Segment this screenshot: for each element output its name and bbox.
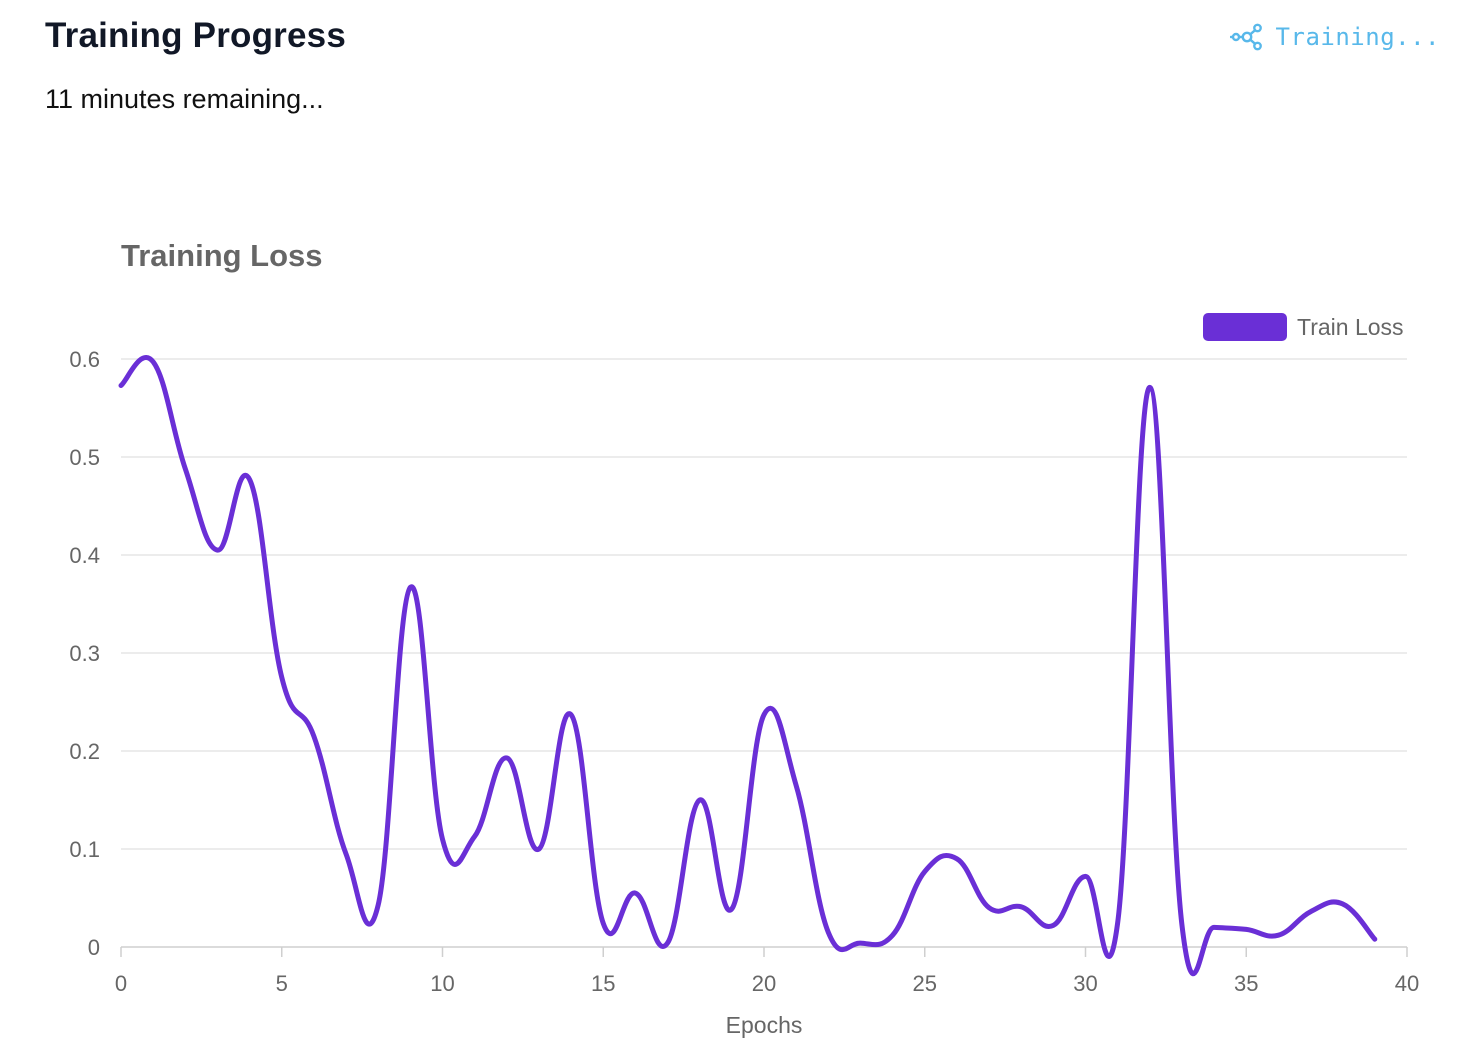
y-tick-label: 0.2 (69, 739, 100, 764)
data-point[interactable] (790, 779, 802, 791)
data-point[interactable] (179, 463, 191, 475)
data-point[interactable] (1305, 906, 1317, 918)
status-text: Training... (1275, 23, 1440, 51)
y-tick-label: 0.4 (69, 543, 100, 568)
data-point[interactable] (597, 917, 609, 929)
data-point[interactable] (629, 887, 641, 899)
axes: 0 0.1 0.2 0.3 0.4 0.5 0.6 0 5 10 15 20 25 30 35 40 (69, 347, 1419, 996)
x-axis-title: Epochs (726, 1012, 803, 1038)
data-point[interactable] (951, 853, 963, 865)
data-point[interactable] (1176, 919, 1188, 931)
data-point[interactable] (211, 544, 223, 556)
x-tick-label: 30 (1073, 971, 1097, 996)
data-point[interactable] (694, 794, 706, 806)
data-point[interactable] (919, 866, 931, 878)
x-tick-label: 15 (591, 971, 615, 996)
data-point[interactable] (1112, 917, 1124, 929)
data-point[interactable] (372, 899, 384, 911)
page-title: Training Progress (45, 16, 346, 55)
data-point[interactable] (822, 926, 834, 938)
data-point[interactable] (565, 709, 577, 721)
data-point[interactable] (1272, 929, 1284, 941)
series-line-train-loss (118, 355, 1378, 977)
x-tick-label: 5 (276, 971, 288, 996)
x-tick-label: 0 (115, 971, 127, 996)
chart-title: Training Loss (121, 238, 323, 273)
data-point[interactable] (726, 903, 738, 915)
data-point[interactable] (147, 356, 159, 368)
nodes-network-icon (1229, 22, 1264, 52)
x-tick-label: 10 (430, 971, 454, 996)
y-tick-label: 0.3 (69, 641, 100, 666)
y-tick-label: 0 (88, 935, 100, 960)
data-point[interactable] (1337, 898, 1349, 910)
data-point[interactable] (1369, 933, 1381, 945)
data-point[interactable] (758, 709, 770, 721)
data-point[interactable] (1015, 901, 1027, 913)
data-point[interactable] (1047, 919, 1059, 931)
y-tick-label: 0.6 (69, 347, 100, 372)
data-point[interactable] (244, 474, 256, 486)
data-point[interactable] (501, 752, 513, 764)
data-point[interactable] (854, 937, 866, 949)
legend-label[interactable]: Train Loss (1297, 314, 1404, 340)
training-status: Training... (1229, 22, 1440, 52)
data-point[interactable] (340, 848, 352, 860)
x-tick-label: 20 (752, 971, 776, 996)
data-point[interactable] (469, 830, 481, 842)
y-tick-label: 0.5 (69, 445, 100, 470)
y-tick-label: 0.1 (69, 837, 100, 862)
data-point[interactable] (533, 843, 545, 855)
x-tick-label: 35 (1234, 971, 1258, 996)
data-point[interactable] (1240, 923, 1252, 935)
data-point[interactable] (308, 730, 320, 742)
data-point[interactable] (662, 937, 674, 949)
data-point[interactable] (887, 929, 899, 941)
grid-lines (121, 358, 1407, 948)
x-tick-label: 25 (913, 971, 937, 996)
data-point[interactable] (437, 833, 449, 845)
data-point[interactable] (1080, 870, 1092, 882)
data-point[interactable] (115, 379, 127, 391)
data-point[interactable] (983, 902, 995, 914)
data-point[interactable] (276, 672, 288, 684)
legend[interactable]: Train Loss (1203, 313, 1404, 341)
time-remaining: 11 minutes remaining... (45, 84, 324, 114)
data-point[interactable] (404, 581, 416, 593)
series-layer (115, 355, 1381, 977)
x-tick-label: 40 (1395, 971, 1419, 996)
header: Training Progress Training... (45, 14, 1440, 64)
data-point[interactable] (1208, 921, 1220, 933)
data-point[interactable] (1144, 381, 1156, 393)
legend-swatch[interactable] (1203, 313, 1287, 341)
